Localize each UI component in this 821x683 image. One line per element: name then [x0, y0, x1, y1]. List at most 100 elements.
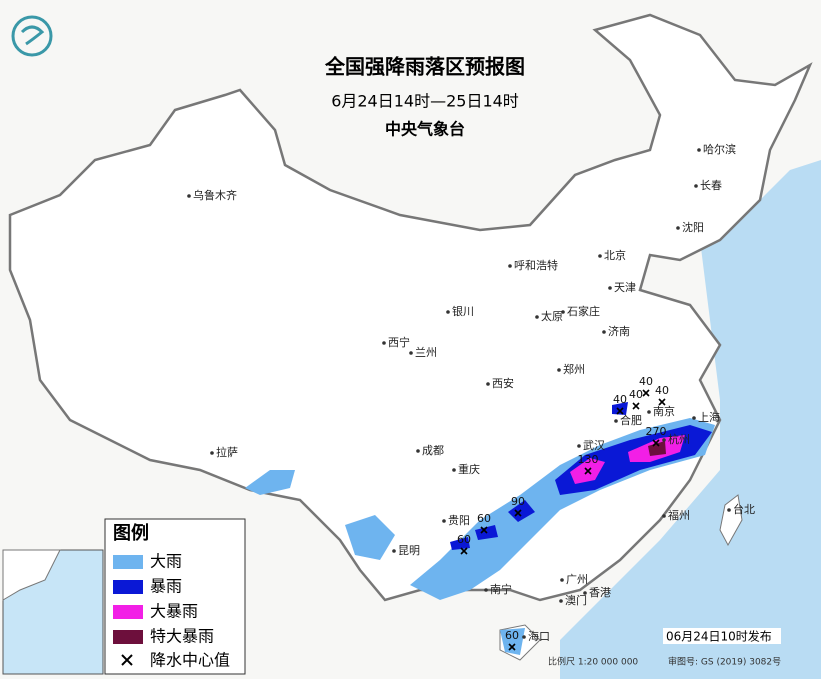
city-label: 北京 — [604, 248, 626, 262]
city-dot — [598, 254, 602, 258]
city-dot — [560, 578, 564, 582]
rain-center-value: 40 — [613, 393, 627, 406]
city-dot — [416, 449, 420, 453]
city-label: 郑州 — [563, 362, 585, 376]
city-dot — [409, 351, 413, 355]
city-dot — [484, 588, 488, 592]
city-label: 西安 — [492, 376, 514, 390]
city-label: 乌鲁木齐 — [193, 188, 237, 202]
rain-center-value: 60 — [505, 629, 519, 642]
issuer: 中央气象台 — [385, 120, 465, 139]
rain-center-value: 60 — [457, 533, 471, 546]
rain-center-cross — [616, 407, 624, 415]
rain-center-cross — [508, 643, 516, 651]
legend-title: 图例 — [113, 522, 149, 544]
extreme-downpour-area — [648, 441, 666, 456]
rain-center-cross — [658, 398, 666, 406]
city-label: 济南 — [608, 324, 630, 338]
city-label: 福州 — [668, 508, 690, 522]
legend-item: 大雨 — [150, 552, 182, 571]
heavy-rain-area — [245, 470, 295, 495]
city-label: 石家庄 — [567, 304, 600, 318]
logo — [11, 15, 53, 57]
title: 全国强降雨落区预报图 — [324, 55, 525, 79]
legend-cross — [121, 654, 133, 666]
city-label: 兰州 — [415, 346, 437, 359]
rain-center-cross — [480, 526, 488, 534]
city-dot — [602, 330, 606, 334]
legend — [104, 518, 246, 675]
city-label: 贵阳 — [448, 514, 470, 527]
heavy-rain-area — [500, 628, 525, 655]
city-label: 重庆 — [458, 462, 480, 476]
city-label: 银川 — [452, 304, 474, 318]
city-dot — [577, 444, 581, 448]
city-label: 上海 — [698, 410, 720, 424]
city-dot — [210, 451, 214, 455]
city-label: 南宁 — [490, 582, 512, 596]
city-dot — [187, 194, 191, 198]
city-dot — [557, 368, 561, 372]
rain-center-cross — [584, 467, 592, 475]
city-dot — [442, 519, 446, 523]
city-label: 南京 — [653, 404, 675, 418]
issued-box — [663, 628, 781, 644]
city-dot — [508, 264, 512, 268]
city-dot — [382, 341, 386, 345]
city-dot — [583, 591, 587, 595]
legend-swatch — [113, 605, 143, 619]
city-label: 沈阳 — [682, 220, 704, 234]
legend-item: 降水中心值 — [150, 651, 230, 670]
city-dot — [662, 438, 666, 442]
rain-center-value: 60 — [477, 512, 491, 525]
city-dot — [694, 184, 698, 188]
period: 6月24日14时—25日14时 — [331, 92, 519, 111]
city-dot — [697, 148, 701, 152]
logo-mark — [20, 25, 45, 46]
city-label: 太原 — [541, 310, 563, 323]
city-dot — [452, 468, 456, 472]
legend-item: 大暴雨 — [150, 602, 198, 621]
city-dot — [727, 508, 731, 512]
city-label: 台北 — [733, 502, 755, 516]
sea — [560, 160, 821, 679]
city-dot — [614, 419, 618, 423]
issued: 06月24日10时发布 — [666, 629, 772, 644]
city-label: 呼和浩特 — [514, 258, 558, 272]
city-dot — [692, 416, 696, 420]
city-dot — [676, 226, 680, 230]
city-label: 武汉 — [583, 439, 605, 452]
city-label: 合肥 — [620, 413, 642, 427]
rain-center-value: 270 — [646, 425, 667, 438]
legend-swatch — [113, 630, 143, 644]
legend-item: 特大暴雨 — [150, 627, 214, 646]
rain-center-value: 40 — [655, 384, 669, 397]
rain-center-cross — [642, 389, 650, 397]
inset-land — [2, 549, 61, 601]
rain-center-value: 40 — [629, 388, 643, 401]
city-label: 澳门 — [565, 593, 587, 607]
rain-center-value: 40 — [639, 375, 653, 388]
review-number: 审图号: GS (2019) 3082号 — [668, 656, 781, 668]
city-label: 海口 — [528, 629, 550, 643]
city-label: 昆明 — [398, 544, 420, 557]
city-dot — [559, 599, 563, 603]
legend-swatch — [113, 580, 143, 594]
rain-center-cross — [632, 402, 640, 410]
rain-center-cross — [460, 547, 468, 555]
legend-swatch — [113, 555, 143, 569]
rain-center-value: 90 — [511, 495, 525, 508]
city-label: 拉萨 — [216, 445, 238, 459]
city-label: 杭州 — [668, 432, 690, 446]
taiwan — [719, 494, 743, 547]
city-dot — [535, 315, 539, 319]
rain-center-cross — [652, 439, 660, 447]
city-label: 长春 — [700, 179, 722, 192]
city-dot — [662, 514, 666, 518]
city-dot — [561, 310, 565, 314]
city-dot — [446, 310, 450, 314]
legend-item: 暴雨 — [150, 577, 182, 596]
